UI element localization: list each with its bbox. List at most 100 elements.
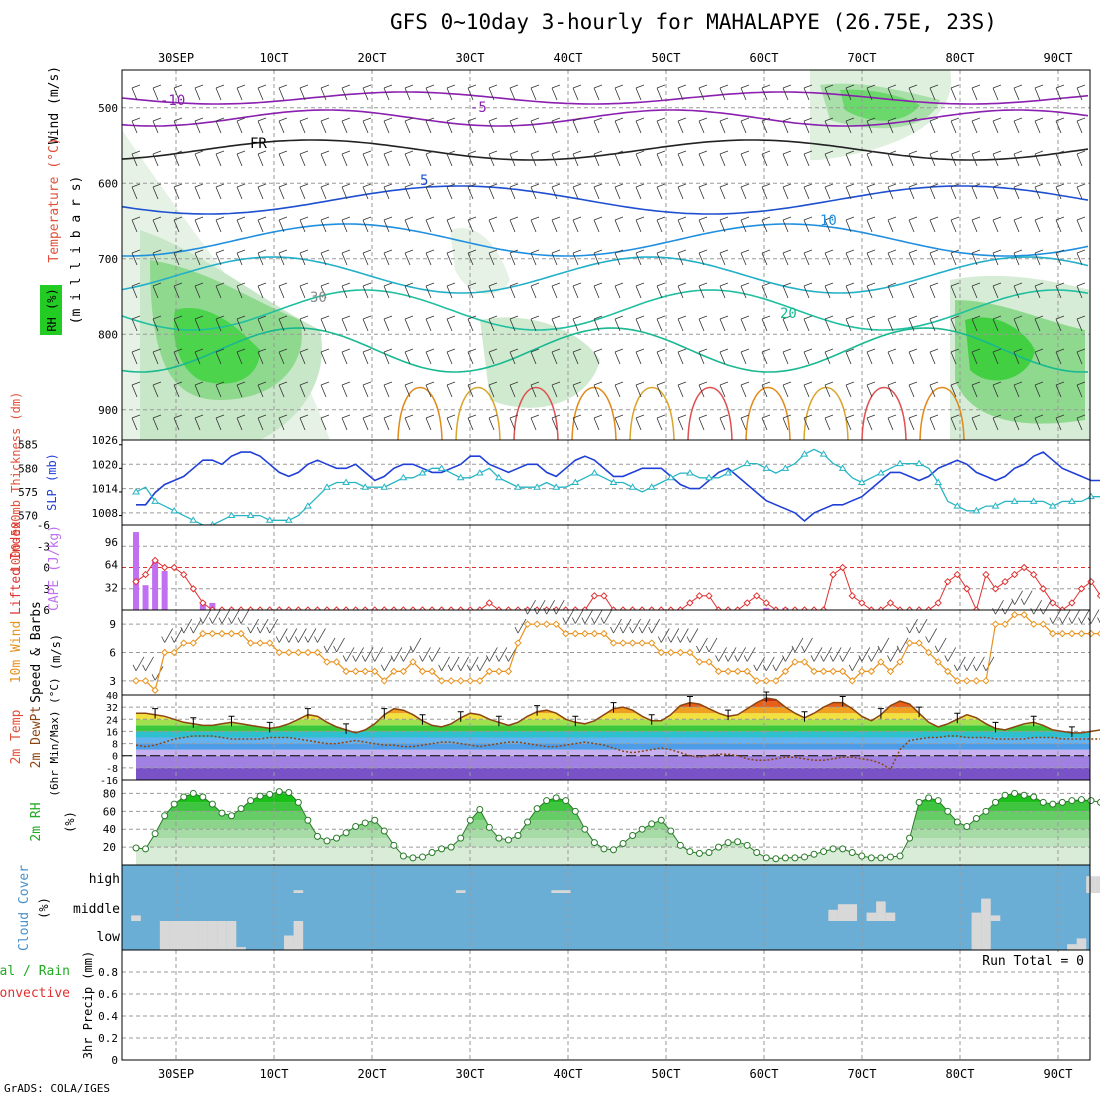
wind-barb <box>698 117 708 134</box>
wind-barb <box>866 315 876 332</box>
rh-marker <box>992 798 999 806</box>
rh-axis-label: RH (%) <box>45 288 59 331</box>
wind-speed-marker <box>542 620 551 628</box>
wind-barb <box>610 618 622 634</box>
wind-barb <box>887 117 897 134</box>
wind-barb <box>593 150 603 167</box>
cape-bar <box>199 604 206 610</box>
wind-barb <box>593 249 603 266</box>
precip-panel: 0.8 0.6 0.4 0.2 0 Run Total = 0 30SEP 10CT 20CT 3… <box>98 949 1091 1081</box>
wind-barb <box>761 381 771 398</box>
wind-barb <box>404 414 414 431</box>
contour-label: 5 <box>420 173 428 189</box>
minmax-whisker <box>1030 715 1037 727</box>
wind-barb <box>142 656 154 672</box>
wind-barb <box>740 414 750 431</box>
wind-barb <box>887 84 897 101</box>
lifted-index-marker <box>686 599 694 607</box>
wind-barb <box>677 117 687 134</box>
rh-marker <box>982 807 990 815</box>
wind-barb <box>1034 348 1044 365</box>
cloud-bar-low <box>188 921 199 950</box>
rh-marker <box>266 790 274 798</box>
wind-barb <box>383 414 393 431</box>
y-tick-label: -8 <box>106 764 118 775</box>
y-tick-label: 32 <box>105 581 118 594</box>
rh-marker <box>1097 798 1100 806</box>
wind-barb <box>719 249 729 266</box>
wind-barb <box>342 647 355 662</box>
wind-barb <box>1055 348 1065 365</box>
wind-barb <box>635 84 645 101</box>
rh-marker <box>896 852 904 860</box>
minmax-whisker <box>266 721 273 733</box>
wind-barb <box>719 84 729 101</box>
wind-barb <box>803 84 813 101</box>
wind-barb <box>551 282 561 299</box>
rh-shading <box>173 308 260 384</box>
wind-barb <box>152 117 162 134</box>
cloud-bar-low <box>293 921 304 950</box>
temperature-contour <box>121 185 1089 215</box>
wind-barb <box>719 348 729 365</box>
wind-barb <box>572 414 582 431</box>
wind-barb <box>656 414 666 431</box>
temperature-contour <box>861 386 907 441</box>
wind-speed-marker <box>791 658 799 666</box>
wind-barb <box>740 282 750 299</box>
wind-barb <box>992 216 1002 233</box>
y-tick-label: 0 <box>112 752 118 763</box>
rh-marker <box>189 789 197 797</box>
wind-speed-marker <box>896 658 904 666</box>
wind-speed-marker <box>695 658 704 666</box>
wind-speed-marker <box>963 677 971 685</box>
wind-speed-marker <box>208 629 217 638</box>
wind-barb <box>761 216 771 233</box>
cloud-bar-low <box>217 921 227 950</box>
wind-barb <box>257 249 267 266</box>
wind-barb <box>236 414 246 431</box>
wind-barb <box>698 249 708 266</box>
wind-barb <box>467 84 477 101</box>
wind-barb <box>361 647 374 662</box>
wind-barb <box>1055 282 1065 299</box>
wind-barb <box>593 84 603 101</box>
wind-barb <box>530 282 540 299</box>
wind-barb <box>404 315 414 332</box>
wind-speed-marker <box>953 677 962 685</box>
wind-barb <box>614 348 624 365</box>
wind-barb <box>740 216 750 233</box>
lifted-index-marker <box>600 592 608 600</box>
wind-barb <box>467 348 477 365</box>
y-tick-label: -6 <box>37 519 50 532</box>
wind-barb <box>1013 282 1023 299</box>
wind-barb <box>509 348 519 365</box>
wind-barb <box>362 414 372 431</box>
wind-barb <box>971 414 981 431</box>
thickness-marker <box>934 478 943 485</box>
precip-axis-label: 3hr Precip (mm) <box>81 951 95 1059</box>
wind-barb <box>845 315 855 332</box>
wind-barb <box>341 150 351 167</box>
wind-barb <box>457 656 470 672</box>
thickness-marker <box>1029 497 1038 504</box>
wind-barb <box>467 249 477 266</box>
wind-barb <box>299 216 309 233</box>
temp-band <box>136 749 1090 756</box>
wind-speed-marker <box>275 648 283 657</box>
wind-barb <box>656 315 666 332</box>
wind-barb <box>299 315 309 332</box>
rh-marker <box>313 832 321 840</box>
y-tick-label: -16 <box>100 776 118 787</box>
wind-barb <box>629 618 641 634</box>
wind-speed-marker <box>705 658 713 666</box>
wind-barb <box>971 84 981 101</box>
wind-barb <box>877 637 890 653</box>
temp-band <box>136 731 1090 738</box>
wind-barb <box>425 249 435 266</box>
wind-speed-marker <box>647 639 656 647</box>
wind-barb <box>866 183 876 200</box>
wind-barb <box>593 216 603 233</box>
wind-barb <box>992 282 1002 299</box>
wind-barb <box>131 315 141 332</box>
